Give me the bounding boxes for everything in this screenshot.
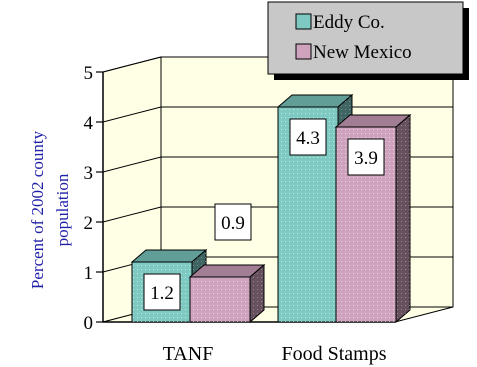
bar-food-stamps-new-mexico: 3.9 <box>334 113 412 324</box>
y-tick-label: 1 <box>84 263 94 284</box>
y-tick-label: 0 <box>84 313 94 334</box>
data-label-box <box>214 203 252 241</box>
y-tick-label: 4 <box>84 113 94 134</box>
bar-tanf-new-mexico: 0.9 <box>188 203 266 324</box>
data-label-box <box>347 138 385 176</box>
y-axis-label-line2: population <box>53 173 72 246</box>
y-axis-label-line1: Percent of 2002 county <box>28 130 47 289</box>
legend-swatch-nm <box>295 43 312 60</box>
data-label: 1.2 <box>150 283 174 304</box>
y-axis-ticks: 0 1 2 3 4 5 <box>84 63 94 334</box>
y-tick-label: 3 <box>84 163 94 184</box>
bar-side-texture <box>250 265 264 322</box>
data-label: 0.9 <box>221 213 245 234</box>
x-tick-label: TANF <box>163 343 214 365</box>
gridline-side <box>102 156 162 173</box>
data-label: 3.9 <box>354 148 378 169</box>
legend-swatch-eddy <box>295 13 312 30</box>
y-tick-label: 2 <box>84 213 94 234</box>
bars: 1.2 0.9 4.3 3.9 <box>130 93 412 324</box>
bar-front-texture <box>190 277 250 322</box>
data-label-box <box>143 273 181 311</box>
data-label: 4.3 <box>296 128 320 149</box>
data-label-box <box>289 118 327 156</box>
gridline-side <box>102 206 162 223</box>
legend-label-eddy: Eddy Co. <box>313 12 385 33</box>
gridline-side <box>102 106 162 123</box>
legend: Eddy Co. New Mexico <box>267 1 469 80</box>
bar-side-texture <box>396 115 410 322</box>
y-tick-label: 5 <box>84 63 94 84</box>
x-axis-labels: TANF Food Stamps <box>163 343 387 365</box>
gridline-side <box>102 56 162 73</box>
legend-label-nm: New Mexico <box>313 42 412 63</box>
x-tick-label: Food Stamps <box>281 343 386 365</box>
